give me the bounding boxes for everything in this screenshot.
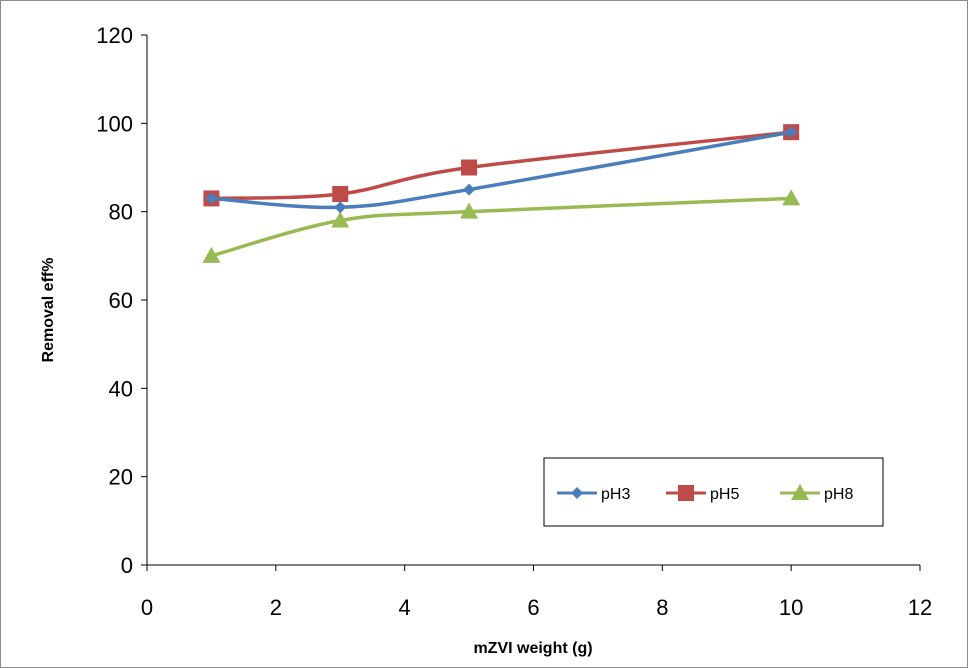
legend-item-ph3: pH3 (557, 486, 630, 503)
series-line-ph8 (210, 196, 792, 258)
y-tick-label: 20 (109, 465, 133, 490)
data-point-ph5 (332, 186, 349, 202)
legend-box (543, 457, 884, 527)
legend-label: pH8 (824, 486, 853, 503)
data-point-ph8 (202, 246, 221, 263)
legend-item-ph5: pH5 (666, 485, 739, 503)
x-tick-label: 8 (656, 595, 668, 620)
legend-label: pH3 (601, 486, 630, 503)
legend-items: pH3 pH5 pH8 (557, 484, 853, 503)
y-tick-label: 0 (121, 553, 133, 578)
series-line-ph3 (211, 130, 792, 210)
series-line-ph5 (211, 130, 792, 201)
legend-item-ph8: pH8 (780, 484, 853, 503)
data-point-ph3 (463, 183, 476, 196)
y-tick-label: 100 (96, 111, 133, 136)
data-point-ph8 (782, 189, 801, 206)
legend-swatch-marker (678, 485, 694, 501)
y-tick-label: 80 (109, 200, 133, 225)
x-tick-label: 4 (399, 595, 411, 620)
x-tick-label: 0 (141, 595, 153, 620)
legend-swatch-marker (791, 484, 809, 500)
data-point-ph8 (460, 202, 479, 219)
data-point-ph5 (461, 159, 478, 176)
x-tick-label: 12 (908, 595, 932, 620)
y-tick-label: 40 (109, 376, 133, 401)
axes: 0 20 40 60 80 100 120 0 2 4 6 8 10 12 (96, 23, 932, 620)
data-point-ph3 (205, 192, 218, 205)
x-axis-title: mZVI weight (g) (473, 640, 592, 657)
series-ph8 (202, 189, 801, 263)
legend-label: pH5 (710, 486, 739, 503)
series-layer (202, 124, 801, 263)
x-tick-label: 6 (527, 595, 539, 620)
data-point-ph3 (785, 126, 798, 139)
legend-swatch-marker (571, 487, 583, 499)
legend: pH3 pH5 pH8 (543, 457, 884, 527)
x-tick-label: 10 (779, 595, 803, 620)
series-ph5 (203, 124, 800, 207)
y-tick-label: 120 (96, 23, 133, 48)
data-point-ph8 (331, 211, 350, 228)
y-axis-title: Removal eff% (40, 258, 57, 363)
y-tick-label: 60 (109, 288, 133, 313)
series-ph3 (205, 126, 798, 214)
data-point-ph3 (334, 201, 347, 214)
x-tick-label: 2 (270, 595, 282, 620)
